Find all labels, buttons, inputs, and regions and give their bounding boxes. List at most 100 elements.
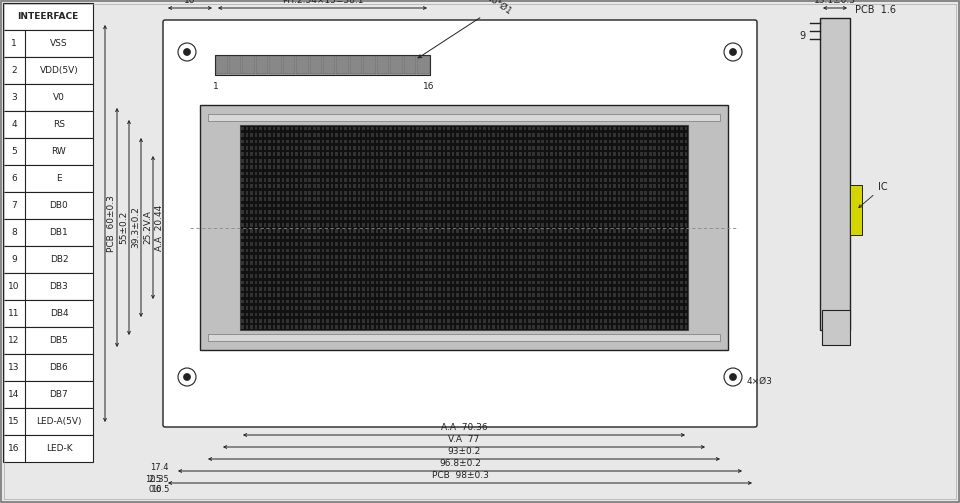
Bar — [644, 255, 647, 259]
Bar — [326, 255, 329, 259]
Bar — [595, 197, 598, 201]
Bar — [439, 306, 441, 310]
Bar — [394, 216, 396, 220]
Bar — [326, 242, 329, 246]
Bar — [412, 159, 414, 162]
Bar — [613, 204, 615, 207]
Bar — [587, 204, 588, 207]
Bar — [506, 223, 508, 226]
Bar — [412, 185, 414, 188]
Bar — [358, 159, 360, 162]
Bar — [506, 204, 508, 207]
Bar — [582, 204, 585, 207]
Bar — [667, 312, 669, 316]
Bar — [587, 146, 588, 150]
Text: A.A  70.36: A.A 70.36 — [441, 423, 488, 432]
Bar — [636, 140, 638, 143]
Bar — [519, 172, 521, 176]
Bar — [533, 146, 535, 150]
Bar — [286, 172, 289, 176]
Bar — [416, 172, 419, 176]
Bar — [425, 146, 427, 150]
Bar — [590, 127, 593, 130]
Bar — [264, 281, 266, 284]
Bar — [268, 319, 271, 323]
Bar — [469, 165, 472, 169]
Bar — [456, 185, 459, 188]
Bar — [277, 185, 279, 188]
Bar — [402, 146, 405, 150]
Bar — [353, 146, 356, 150]
Bar — [264, 172, 266, 176]
Bar — [506, 287, 508, 291]
Bar — [492, 172, 494, 176]
Bar — [268, 242, 271, 246]
Bar — [443, 312, 445, 316]
Bar — [461, 165, 464, 169]
Bar — [644, 191, 647, 195]
Bar — [335, 274, 338, 278]
Bar — [506, 191, 508, 195]
Bar — [564, 236, 566, 239]
Bar — [667, 236, 669, 239]
Bar — [631, 319, 634, 323]
Bar — [587, 255, 588, 259]
Bar — [676, 242, 679, 246]
Bar — [300, 293, 302, 297]
Bar — [676, 262, 679, 265]
Bar — [560, 242, 562, 246]
Bar — [636, 133, 638, 137]
Bar — [528, 306, 531, 310]
Bar — [671, 262, 674, 265]
Bar — [555, 216, 558, 220]
Bar — [443, 127, 445, 130]
Bar — [407, 172, 410, 176]
Bar — [622, 185, 625, 188]
Bar — [582, 255, 585, 259]
Bar — [402, 185, 405, 188]
Bar — [528, 236, 531, 239]
Bar — [425, 312, 427, 316]
Bar — [649, 165, 652, 169]
Bar — [241, 325, 244, 329]
Bar — [385, 152, 387, 156]
Bar — [394, 152, 396, 156]
Bar — [300, 255, 302, 259]
Bar — [681, 197, 683, 201]
Bar — [555, 229, 558, 233]
Bar — [291, 229, 293, 233]
Bar — [215, 56, 228, 74]
Bar — [510, 178, 513, 182]
Bar — [340, 262, 343, 265]
Bar — [631, 242, 634, 246]
Bar — [389, 319, 392, 323]
Bar — [389, 223, 392, 226]
Bar — [613, 185, 615, 188]
Bar — [684, 325, 687, 329]
Bar — [281, 229, 284, 233]
Bar — [358, 185, 360, 188]
Bar — [416, 140, 419, 143]
Bar — [322, 223, 324, 226]
Bar — [380, 152, 383, 156]
Bar — [506, 236, 508, 239]
Bar — [667, 204, 669, 207]
Bar — [577, 127, 580, 130]
Bar — [676, 159, 679, 162]
Bar — [318, 242, 320, 246]
Bar — [533, 255, 535, 259]
Bar — [425, 255, 427, 259]
Bar — [291, 262, 293, 265]
Bar — [649, 223, 652, 226]
Bar — [595, 223, 598, 226]
Bar — [3, 381, 93, 408]
Bar — [304, 287, 306, 291]
Bar — [412, 152, 414, 156]
Bar — [667, 159, 669, 162]
Bar — [348, 204, 351, 207]
Bar — [550, 268, 553, 272]
Bar — [389, 248, 392, 252]
Bar — [474, 319, 477, 323]
Bar — [604, 223, 607, 226]
Bar — [515, 146, 517, 150]
